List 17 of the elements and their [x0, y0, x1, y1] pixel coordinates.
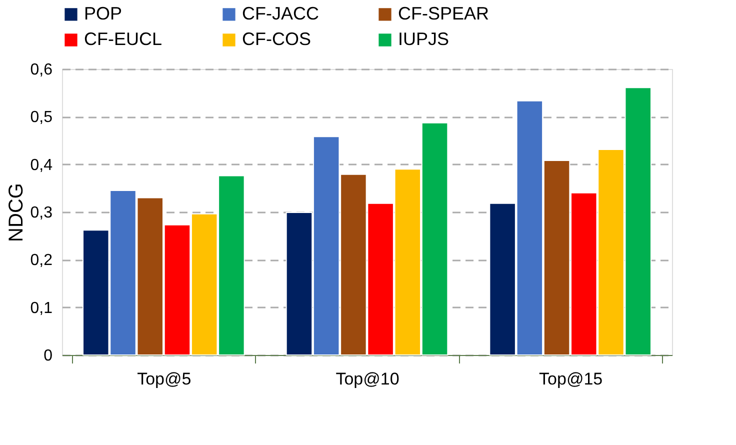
- y-tick-label: 0,4: [30, 156, 53, 174]
- x-tick-label: Top@10: [336, 370, 400, 388]
- legend-label: IUPJS: [398, 29, 450, 49]
- y-tick-label: 0,3: [30, 204, 53, 222]
- legend-label: CF-SPEAR: [398, 3, 490, 24]
- y-tick-label: 0,2: [30, 252, 53, 270]
- x-tick-label: Top@5: [137, 370, 192, 388]
- x-tick-label: Top@15: [539, 370, 603, 388]
- legend-label: CF-COS: [242, 29, 311, 49]
- y-tick-label: 0,1: [30, 300, 53, 317]
- legend-label: CF-JACC: [242, 3, 319, 24]
- y-tick-label: 0,5: [30, 109, 53, 126]
- legend-label: CF-EUCL: [84, 29, 162, 49]
- y-axis-title: NDCG: [5, 183, 28, 242]
- y-tick-label: 0,6: [30, 62, 53, 78]
- y-tick-label: 0: [44, 348, 53, 364]
- legend-label: POP: [84, 3, 122, 24]
